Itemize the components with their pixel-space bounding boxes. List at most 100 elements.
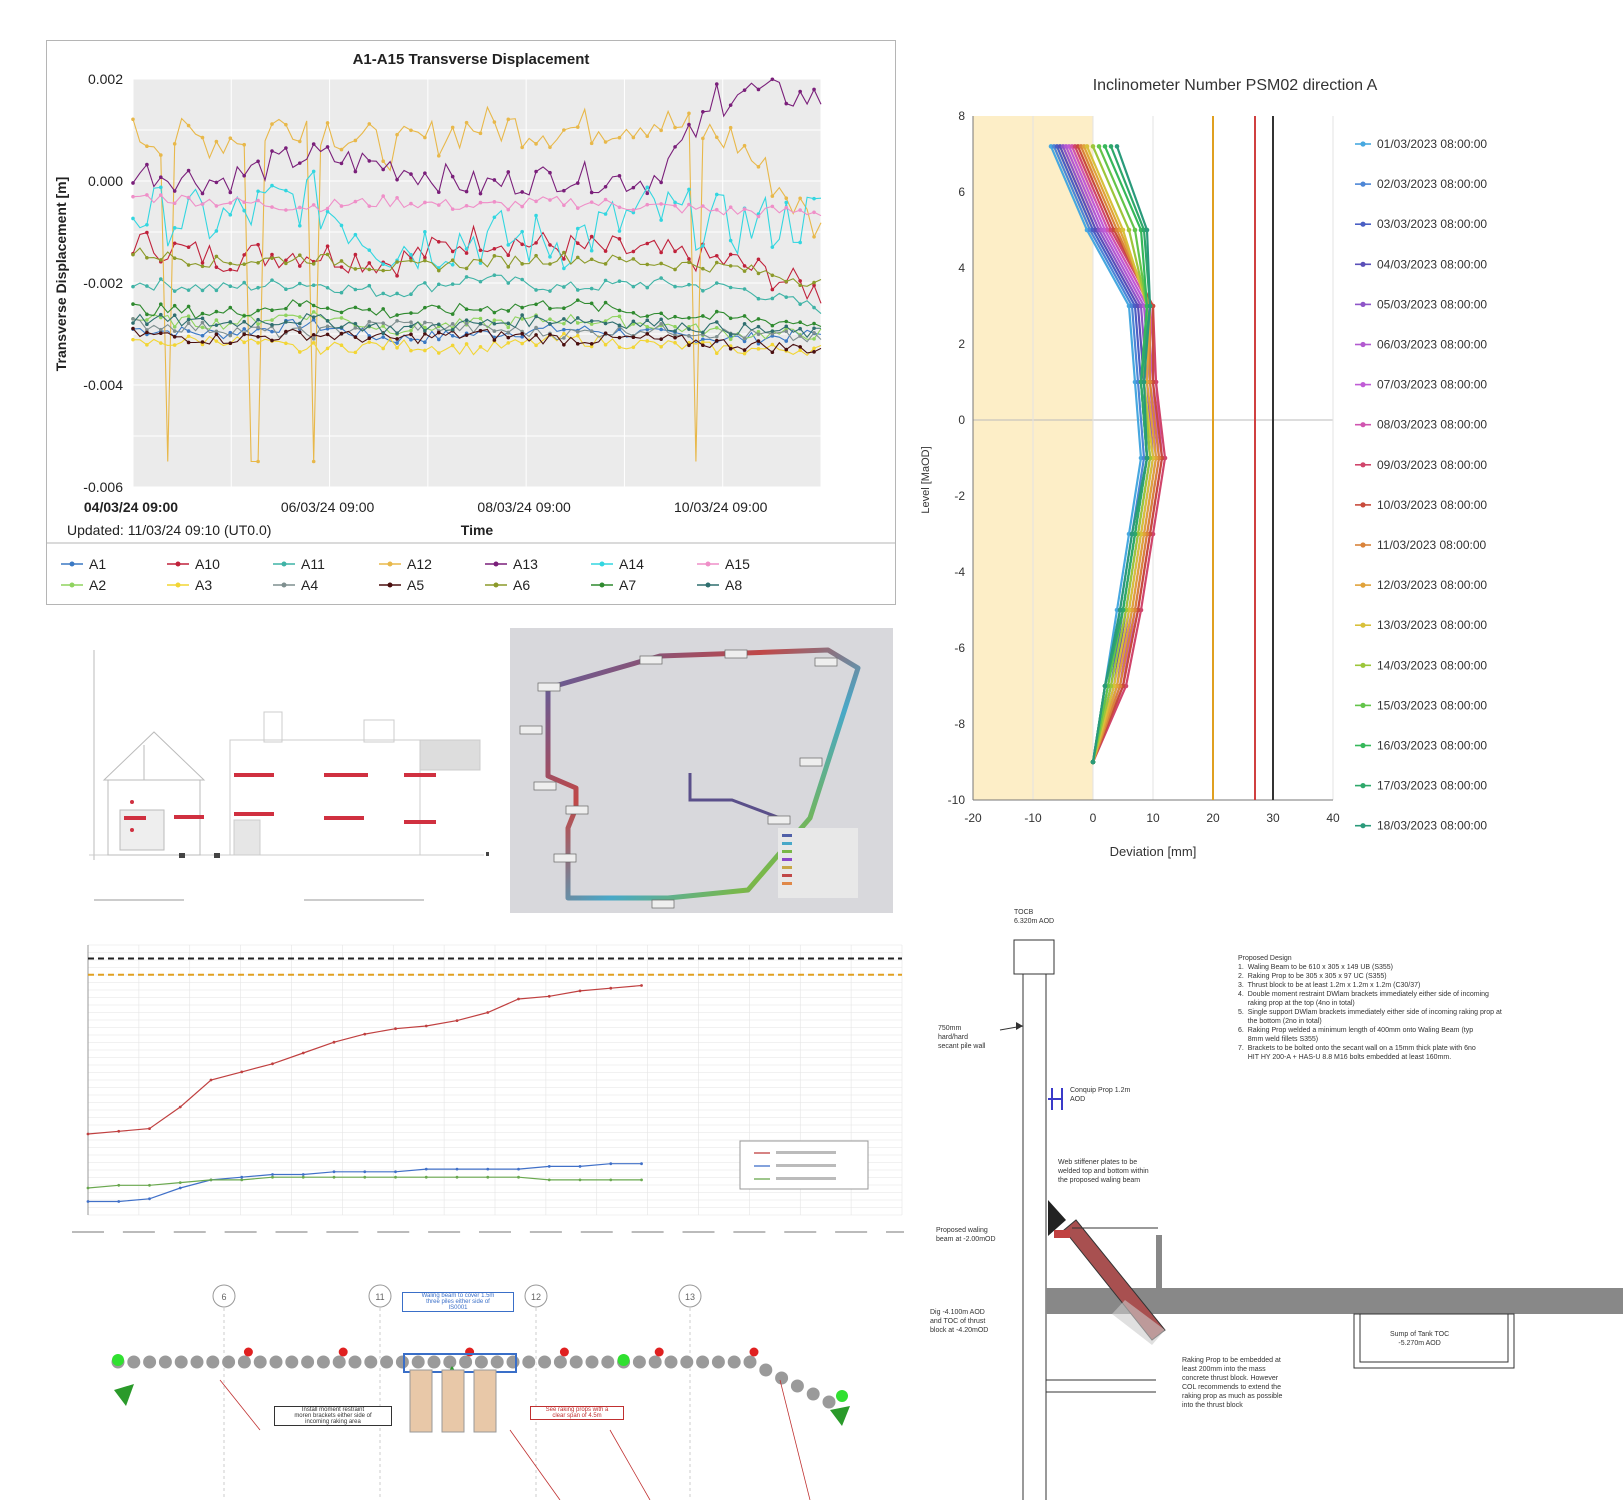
data-point bbox=[200, 333, 205, 338]
data-point bbox=[728, 332, 733, 337]
data-point bbox=[450, 343, 455, 348]
pile bbox=[252, 1354, 268, 1370]
data-point bbox=[297, 224, 302, 228]
data-point bbox=[589, 341, 594, 346]
pile bbox=[473, 1354, 489, 1370]
data-point bbox=[603, 184, 608, 189]
data-point bbox=[617, 237, 622, 241]
data-point bbox=[812, 283, 816, 288]
data-point bbox=[270, 308, 274, 313]
design-item: 2. Raking Prop to be 305 x 305 x 97 UC (… bbox=[1238, 973, 1387, 980]
data-point bbox=[148, 1197, 151, 1201]
data-point bbox=[520, 317, 524, 321]
data-point bbox=[311, 262, 316, 266]
data-point bbox=[784, 319, 789, 324]
data-point bbox=[381, 194, 385, 198]
data-point bbox=[687, 327, 691, 331]
data-point bbox=[659, 337, 663, 341]
pile bbox=[205, 1354, 221, 1370]
data-point bbox=[464, 307, 469, 312]
data-point bbox=[548, 243, 552, 247]
data-point bbox=[492, 318, 497, 322]
data-point bbox=[450, 282, 455, 286]
survey-triangle bbox=[830, 1406, 850, 1426]
data-point bbox=[311, 332, 316, 337]
data-point bbox=[394, 1170, 397, 1174]
data-point bbox=[562, 336, 566, 340]
data-point bbox=[784, 347, 789, 352]
data-point bbox=[575, 125, 580, 129]
data-point bbox=[436, 337, 441, 342]
data-point bbox=[506, 330, 511, 335]
pile bbox=[126, 1354, 142, 1370]
data-point bbox=[659, 276, 663, 280]
data-point bbox=[506, 321, 511, 326]
series-line-a10 bbox=[132, 224, 822, 304]
data-point bbox=[1147, 303, 1153, 309]
legend-item-a12: A12 bbox=[379, 556, 432, 572]
data-point bbox=[158, 331, 163, 336]
data-point bbox=[228, 201, 233, 205]
data-point bbox=[645, 332, 650, 336]
legend-text-bar bbox=[776, 1164, 836, 1167]
data-point bbox=[534, 325, 538, 330]
data-point bbox=[186, 329, 191, 333]
data-point bbox=[214, 309, 219, 314]
data-point bbox=[589, 234, 594, 239]
series-line-a1 bbox=[132, 318, 822, 345]
legend-item-02-03-2023-08-00-00: 02/03/2023 08:00:00 bbox=[1355, 177, 1487, 191]
data-point bbox=[812, 330, 816, 335]
data-point bbox=[325, 209, 330, 214]
data-point bbox=[367, 340, 372, 344]
site-plan bbox=[510, 628, 893, 913]
data-point bbox=[464, 189, 469, 194]
data-point bbox=[548, 332, 552, 337]
data-point bbox=[486, 1175, 490, 1179]
data-point bbox=[200, 202, 205, 206]
data-point bbox=[562, 306, 566, 311]
data-point bbox=[1132, 227, 1138, 233]
data-point bbox=[381, 167, 385, 172]
series-line-a5 bbox=[132, 328, 822, 354]
data-point bbox=[714, 281, 719, 285]
grid-marker-11: 11 bbox=[368, 1284, 392, 1500]
data-point bbox=[395, 319, 399, 323]
y-tick-label: 8 bbox=[958, 109, 965, 123]
data-point bbox=[784, 295, 789, 299]
data-point bbox=[756, 347, 761, 351]
data-point bbox=[506, 243, 511, 247]
data-point bbox=[603, 319, 608, 323]
data-point bbox=[673, 329, 677, 333]
legend-item-a8: A8 bbox=[697, 577, 742, 593]
sump-label: Sump of Tank TOC -5.270m AOD bbox=[1390, 1331, 1450, 1347]
data-point bbox=[228, 341, 233, 346]
data-point bbox=[381, 324, 385, 328]
data-point bbox=[423, 258, 427, 263]
data-point bbox=[687, 260, 691, 265]
series-markers-a6 bbox=[131, 250, 816, 288]
data-point bbox=[659, 344, 663, 349]
data-point bbox=[701, 343, 705, 348]
data-point bbox=[228, 330, 233, 335]
pile bbox=[758, 1362, 774, 1378]
data-point bbox=[562, 327, 566, 332]
data-point bbox=[659, 261, 663, 266]
legend-label: A1 bbox=[89, 556, 106, 572]
legend-item-04-03-2023-08-00-00: 04/03/2023 08:00:00 bbox=[1355, 257, 1487, 271]
series-line-a7 bbox=[132, 299, 822, 327]
red-marker bbox=[243, 1347, 253, 1357]
data-point bbox=[436, 268, 441, 273]
data-point bbox=[424, 1175, 428, 1179]
data-point bbox=[158, 315, 163, 320]
data-point bbox=[687, 187, 691, 192]
pile bbox=[142, 1354, 158, 1370]
data-point bbox=[381, 268, 385, 273]
data-point bbox=[395, 331, 399, 336]
data-point bbox=[339, 325, 344, 330]
data-point bbox=[186, 168, 191, 173]
data-point bbox=[562, 285, 566, 289]
data-point bbox=[578, 1178, 582, 1182]
data-point bbox=[325, 332, 330, 337]
series-line-a14 bbox=[132, 170, 822, 270]
data-point bbox=[756, 214, 761, 219]
